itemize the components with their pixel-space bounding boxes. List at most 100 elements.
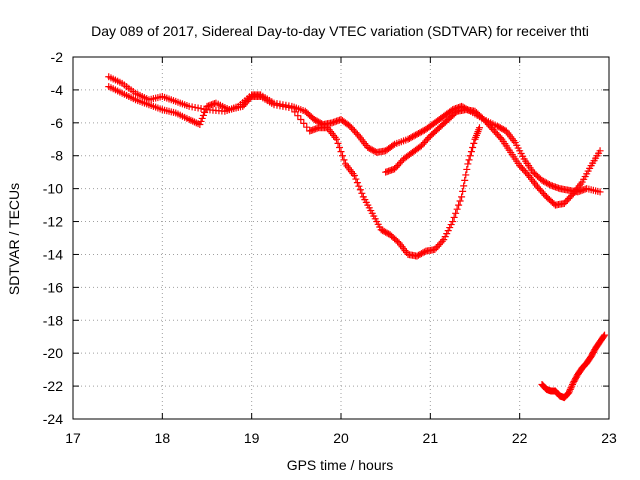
data-point bbox=[414, 130, 422, 138]
axis-ticks: 17 18 19 20 21 22 23 -24 -22 -20 -18 -16 -14 -12 -10 -8… bbox=[43, 49, 617, 446]
data-point bbox=[484, 120, 492, 128]
data-point bbox=[380, 227, 388, 235]
y-tick-label: -16 bbox=[43, 279, 63, 295]
data-point bbox=[456, 197, 464, 205]
data-point bbox=[463, 165, 471, 173]
data-point bbox=[449, 218, 457, 226]
y-tick-label: -8 bbox=[51, 148, 64, 164]
data-point bbox=[370, 147, 378, 155]
data-point bbox=[568, 382, 576, 390]
data-point bbox=[461, 176, 469, 184]
data-point bbox=[487, 124, 495, 132]
data-point bbox=[541, 191, 549, 199]
data-point bbox=[601, 331, 609, 339]
data-point bbox=[566, 387, 574, 395]
data-point bbox=[337, 148, 345, 156]
chart-title: Day 089 of 2017, Sidereal Day-to-day VTE… bbox=[91, 23, 589, 39]
data-point bbox=[441, 233, 449, 241]
data-point bbox=[470, 139, 478, 147]
data-point bbox=[444, 227, 452, 235]
data-point bbox=[202, 105, 210, 113]
data-point bbox=[450, 213, 458, 221]
data-point bbox=[475, 124, 483, 132]
data-point bbox=[239, 102, 247, 110]
data-point bbox=[535, 185, 543, 193]
data-point bbox=[545, 181, 553, 189]
data-point bbox=[382, 228, 390, 236]
data-point bbox=[294, 112, 302, 120]
data-point bbox=[367, 145, 375, 153]
x-tick-label: 17 bbox=[65, 430, 81, 446]
data-point bbox=[413, 252, 421, 260]
data-point bbox=[423, 135, 431, 143]
data-point bbox=[338, 152, 346, 160]
data-point bbox=[352, 129, 360, 137]
data-point bbox=[410, 132, 418, 140]
data-point bbox=[405, 134, 413, 142]
y-tick-label: -18 bbox=[43, 312, 63, 328]
x-axis-title: GPS time / hours bbox=[287, 457, 394, 473]
data-point bbox=[538, 188, 546, 196]
data-point bbox=[568, 191, 576, 199]
data-point bbox=[417, 142, 425, 150]
data-point bbox=[443, 230, 451, 238]
data-point bbox=[498, 125, 506, 133]
data-point bbox=[383, 229, 391, 237]
data-point bbox=[350, 127, 358, 135]
data-point bbox=[534, 183, 542, 191]
data-point bbox=[452, 109, 460, 117]
data-point bbox=[395, 160, 403, 168]
data-point bbox=[469, 144, 477, 151]
data-point bbox=[459, 187, 467, 195]
data-point bbox=[350, 171, 358, 179]
data-point bbox=[435, 241, 443, 249]
data-point bbox=[310, 116, 318, 124]
data-point bbox=[539, 177, 547, 185]
data-point bbox=[334, 139, 342, 147]
y-tick-label: -2 bbox=[51, 49, 64, 65]
data-point bbox=[516, 162, 524, 170]
x-tick-label: 20 bbox=[333, 430, 349, 446]
data-point bbox=[560, 199, 568, 207]
data-point bbox=[419, 249, 427, 257]
data-point bbox=[416, 250, 424, 258]
data-point bbox=[364, 144, 372, 151]
data-point bbox=[483, 119, 491, 127]
data-point bbox=[199, 111, 207, 119]
data-point bbox=[517, 163, 525, 171]
data-point bbox=[313, 117, 321, 125]
data-point bbox=[455, 201, 463, 209]
data-point bbox=[438, 237, 446, 245]
data-point bbox=[392, 163, 400, 171]
grid-lines bbox=[73, 57, 609, 419]
data-point bbox=[411, 131, 419, 139]
y-tick-label: -14 bbox=[43, 246, 63, 262]
data-point bbox=[201, 108, 209, 116]
data-point bbox=[453, 205, 461, 213]
data-point bbox=[542, 179, 550, 187]
data-point bbox=[493, 130, 501, 138]
data-point bbox=[333, 135, 341, 143]
x-tick-label: 22 bbox=[512, 430, 528, 446]
data-point bbox=[440, 236, 448, 244]
data-point bbox=[365, 144, 373, 152]
data-point bbox=[417, 250, 425, 258]
y-tick-label: -24 bbox=[43, 411, 63, 427]
data-point bbox=[346, 122, 354, 130]
data-point bbox=[496, 134, 504, 142]
data-point bbox=[379, 227, 387, 235]
data-point bbox=[452, 209, 460, 217]
data-point bbox=[569, 380, 577, 388]
data-point bbox=[422, 137, 430, 145]
x-tick-label: 18 bbox=[155, 430, 171, 446]
data-point bbox=[562, 198, 570, 206]
data-point bbox=[336, 144, 344, 151]
data-point bbox=[462, 171, 470, 179]
data-point bbox=[522, 168, 530, 176]
y-tick-label: -4 bbox=[51, 82, 64, 98]
y-tick-label: -22 bbox=[43, 378, 63, 394]
x-tick-label: 21 bbox=[423, 430, 439, 446]
data-point bbox=[407, 134, 415, 142]
data-point bbox=[566, 193, 574, 201]
